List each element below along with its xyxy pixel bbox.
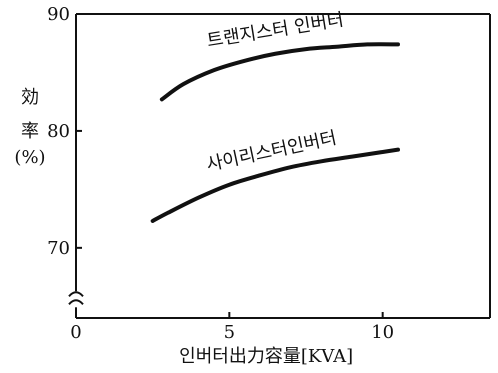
ticks-layer: 70 80 90 0 5 10	[47, 4, 394, 343]
y-tick-label: 90	[47, 4, 70, 25]
x-axis-title: 인버터出力容量[KVA]	[179, 346, 353, 367]
y-tick-label: 80	[47, 121, 70, 142]
y-axis-title-line2: 率	[21, 121, 39, 142]
y-axis-title-line1: 効	[21, 87, 39, 108]
series-line	[159, 42, 400, 102]
y-tick-label: 70	[47, 238, 70, 259]
x-tick-label: 10	[371, 322, 394, 343]
x-tick-label: 0	[70, 322, 81, 343]
series-line	[150, 147, 400, 223]
x-tick-label: 5	[224, 322, 235, 343]
series-label: 사이리스터인버터	[205, 127, 339, 175]
axes-layer	[68, 13, 491, 319]
series-label: 트랜지스터 인버터	[205, 9, 345, 51]
y-axis-break-mark	[68, 291, 84, 305]
y-axis-title-line3: (%)	[14, 147, 45, 168]
series-layer	[150, 42, 400, 223]
